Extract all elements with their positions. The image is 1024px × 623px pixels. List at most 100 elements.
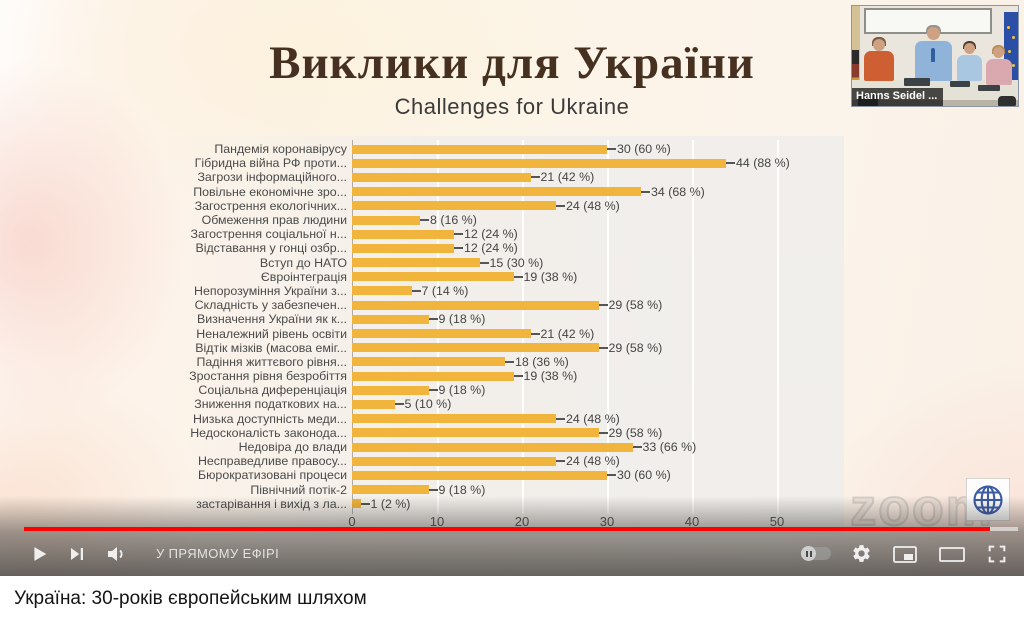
chart-row: Загострення соціальної н... 12 (24 %) [158,227,844,241]
value-label: 34 (68 %) [651,184,705,199]
chart-row: Недовіра до влади 33 (66 %) [158,440,844,454]
leader-line [420,219,429,222]
value-label: 15 (30 %) [489,255,544,270]
leader-line [598,304,608,307]
category-label: Євроінтеграція [260,269,347,284]
bar [352,243,454,253]
chart-row: Вступ до НАТО 15 (30 %) [158,256,844,270]
bar [352,272,514,282]
chart-row: Євроінтеграція 19 (38 %) [158,270,844,284]
value-label: 12 (24 %) [464,227,518,242]
play-button[interactable] [28,543,50,565]
chart-row: Падіння життєвого рівня... 18 (36 %) [158,355,844,369]
bar [352,258,480,268]
value-label: 29 (58 %) [608,298,663,313]
bar [352,187,641,197]
chart-row: Недосконалість законода... 29 (58 %) [158,426,844,440]
leader-line [428,389,438,392]
gridline [692,140,694,514]
value-label: 29 (58 %) [608,425,663,440]
gridline [777,140,779,514]
chart-row: Соціальна диференціація 9 (18 %) [158,383,844,397]
leader-line [479,261,489,264]
category-label: Зниження податкових на... [194,397,347,412]
chart-rows: Пандемія коронавірусу 30 (60 %) Гібридна в… [158,142,844,511]
fullscreen-button[interactable] [986,543,1008,565]
chart-row: Загрози інформаційного... 21 (42 %) [158,170,844,184]
progress-played [23,527,991,531]
bar [352,158,726,168]
chart-row: Неналежний рівень освіти 21 (42 %) [158,326,844,341]
value-label: 30 (60 %) [617,468,671,483]
chart-gridlines [352,140,822,514]
bar [352,414,556,424]
value-label: 7 (14 %) [421,283,469,298]
category-label: Вступ до НАТО [259,255,347,270]
leader-line [726,162,735,165]
leader-line [556,460,565,463]
autoplay-toggle[interactable] [801,546,831,561]
value-label: 19 (38 %) [523,269,578,284]
volume-button[interactable] [104,542,128,566]
bar [352,385,429,395]
chart-row: Пандемія коронавірусу 30 (60 %) [158,142,844,156]
progress-bar[interactable] [0,527,1024,531]
webcam-overlay: Hanns Seidel ... [851,5,1019,107]
bar [352,229,454,239]
leader-line [428,488,438,491]
chart-row: Обмеження прав людини 8 (16 %) [158,213,844,227]
value-label: 9 (18 %) [438,482,486,497]
chart-row: Відставання у гонці озбр... 12 (24 %) [158,241,844,255]
bar [352,300,599,310]
gridline [437,140,439,514]
category-label: Непорозуміння України з... [194,283,347,298]
value-label: 5 (10 %) [404,397,452,412]
bar [352,357,505,367]
value-label: 24 (48 %) [566,198,620,213]
miniplayer-button[interactable] [892,543,918,565]
category-label: Низька доступність меди... [192,411,347,426]
chart-row: Північний потік-2 9 (18 %) [158,483,844,497]
category-label: Несправедливе правосу... [197,454,347,469]
video-title: Україна: 30-років європейським шляхом [14,588,367,609]
chart-row: Бюрократизовані процеси 30 (60 %) [158,468,844,482]
category-label: Бюрократизовані процеси [198,468,347,483]
volume-icon [108,546,123,561]
video-player[interactable]: Виклики для України Challenges for Ukrai… [0,0,1024,576]
leader-line [513,275,523,278]
value-label: 19 (38 %) [523,369,578,384]
miniplayer-icon [893,545,917,563]
value-label: 8 (16 %) [430,213,477,228]
leader-line [454,247,463,250]
category-label: Відставання у гонці озбр... [195,241,347,256]
play-icon [34,546,47,561]
next-button[interactable] [68,545,86,563]
category-label: Загострення екологічних... [194,198,347,213]
category-label: Загострення соціальної н... [190,227,347,242]
value-label: 21 (42 %) [540,326,595,341]
live-indicator: У ПРЯМОМУ ЕФІРІ [156,546,280,561]
chart-row: Несправедливе правосу... 24 (48 %) [158,454,844,468]
leader-line [556,204,565,207]
theater-mode-button[interactable] [938,544,966,564]
leader-line [411,289,421,292]
participant-name-label: Hanns Seidel ... [852,88,944,106]
settings-button[interactable] [851,543,872,564]
leader-line [454,233,463,236]
category-label: Обмеження прав людини [201,213,347,228]
leader-line [394,403,404,406]
bar [352,399,395,409]
category-label: Загрози інформаційного... [197,170,347,185]
category-label: Відтік мізків (масова еміг... [195,340,347,355]
chart-row: Повільне економічне зро... 34 (68 %) [158,185,844,199]
chart-row: Непорозуміння України з... 7 (14 %) [158,284,844,298]
chart-row: Зниження податкових на... 5 (10 %) [158,397,844,411]
leader-line [641,190,650,193]
slide-title: Виклики для України [269,37,755,89]
value-label: 18 (36 %) [515,354,569,369]
bar [352,215,420,225]
leader-line [607,474,616,477]
category-label: Північний потік-2 [250,482,347,497]
bar [352,172,531,182]
